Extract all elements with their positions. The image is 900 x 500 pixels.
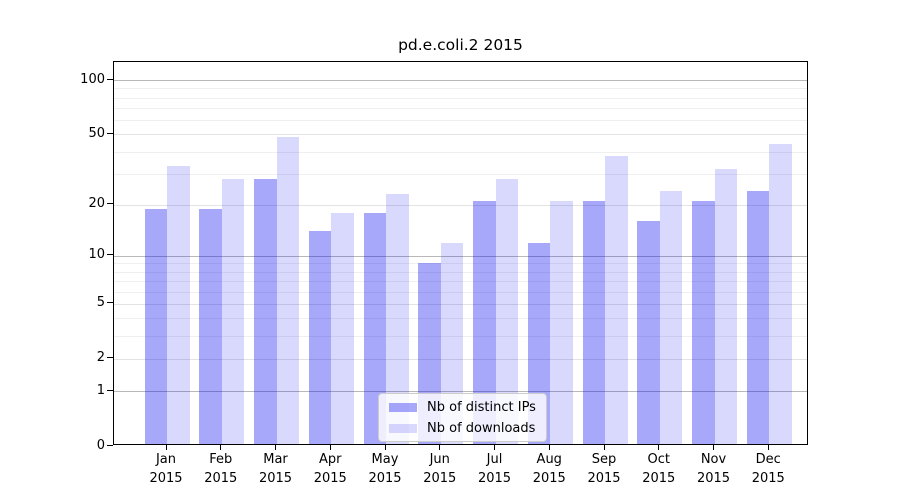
x-tick-label-feb: Feb 2015 [204,452,238,486]
bar-ips-dec [746,190,770,444]
x-tick-mark-jan [165,445,167,450]
x-tick-mark-sep [603,445,605,450]
x-tick-mark-may [384,445,386,450]
gridline-40 [114,151,807,153]
bar-downloads-may [386,194,409,444]
gridline-50 [114,134,807,136]
x-tick-mark-feb [220,445,222,450]
y-tick-label-0: 0 [96,437,105,453]
y-tick-label-5: 5 [96,295,105,311]
plot-area [113,61,808,445]
legend: Nb of distinct IPs Nb of downloads [378,393,547,442]
x-tick-label-jan: Jan 2015 [149,452,183,486]
bar-ips-feb [199,208,222,444]
y-tick-label-20: 20 [88,196,105,212]
bar-downloads-apr [331,212,354,444]
y-tick-mark-50 [107,132,113,134]
x-tick-label-oct: Oct 2015 [642,452,676,486]
x-tick-mark-aug [548,445,550,450]
legend-swatch-downloads [389,423,417,433]
legend-swatch-distinct-ips [389,402,417,412]
gridline-80 [114,97,807,99]
gridline-30 [114,173,807,175]
y-tick-mark-5 [107,302,113,304]
gridline-2 [114,358,807,360]
legend-label-distinct-ips: Nb of distinct IPs [427,399,536,415]
y-tick-mark-2 [107,357,113,359]
x-tick-mark-dec [767,445,769,450]
gridline-60 [114,120,807,122]
x-tick-label-aug: Aug 2015 [532,452,566,486]
x-tick-label-apr: Apr 2015 [313,452,347,486]
bar-ips-oct [637,221,660,444]
bar-downloads-jul [495,179,518,444]
gridline-4 [114,318,807,320]
x-tick-label-jun: Jun 2015 [423,452,457,486]
x-tick-mark-apr [329,445,331,450]
bar-ips-mar [254,179,277,444]
bar-downloads-oct [659,190,683,444]
y-tick-label-50: 50 [88,125,105,141]
gridline-5 [114,303,807,305]
gridline-9 [114,263,807,265]
x-tick-label-dec: Dec 2015 [751,452,785,486]
y-tick-label-10: 10 [88,247,105,263]
gridline-20 [114,204,807,206]
legend-item-downloads: Nb of downloads [389,419,536,437]
x-tick-label-sep: Sep 2015 [587,452,621,486]
bar-downloads-sep [605,155,628,444]
bar-ips-jul [473,200,496,444]
bar-downloads-aug [550,200,573,444]
legend-label-downloads: Nb of downloads [427,420,536,436]
bar-downloads-mar [276,137,299,444]
gridline-1 [114,391,807,393]
y-tick-label-100: 100 [80,71,105,87]
x-tick-label-jul: Jul 2015 [477,452,512,486]
bar-ips-apr [308,231,332,444]
bar-ips-jan [144,208,167,444]
bar-ips-nov [692,200,715,444]
y-tick-label-1: 1 [96,382,105,398]
legend-item-distinct-ips: Nb of distinct IPs [389,398,536,416]
x-tick-label-mar: Mar 2015 [258,452,293,486]
gridline-8 [114,271,807,273]
x-tick-mark-oct [658,445,660,450]
gridline-3 [114,336,807,338]
y-tick-label-2: 2 [96,350,105,366]
bar-ips-sep [582,200,605,444]
gridline-90 [114,88,807,90]
x-tick-mark-nov [713,445,714,450]
y-tick-mark-100 [107,78,113,80]
gridline-70 [114,108,807,110]
chart-title: pd.e.coli.2 2015 [398,36,523,54]
bar-downloads-dec [769,144,792,444]
bar-downloads-jan [167,166,190,444]
x-tick-mark-mar [275,445,276,450]
bar-downloads-feb [221,179,245,444]
gridline-10 [114,255,807,257]
x-tick-mark-jul [494,445,495,450]
gridline-100 [114,80,807,82]
y-tick-mark-0 [107,444,113,446]
bar-downloads-nov [714,168,737,444]
y-tick-mark-10 [107,254,113,256]
gridline-6 [114,291,807,293]
x-tick-label-may: May 2015 [368,452,402,486]
y-tick-mark-1 [107,389,113,391]
gridline-7 [114,281,807,283]
bar-ips-may [363,212,386,444]
x-tick-label-nov: Nov 2015 [696,452,731,486]
y-tick-mark-20 [107,203,113,205]
x-tick-mark-jun [439,445,441,450]
